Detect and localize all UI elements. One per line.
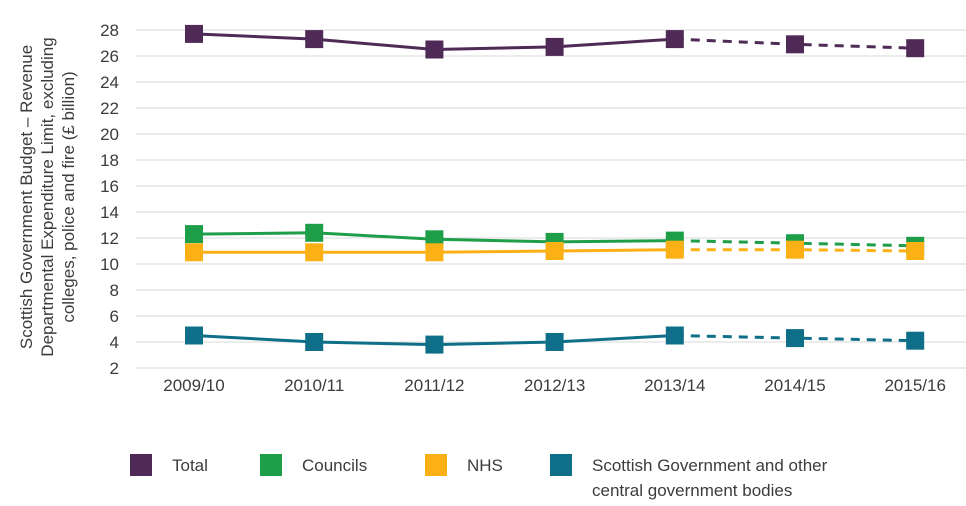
legend-swatch	[130, 454, 152, 476]
data-point	[786, 329, 804, 348]
legend-label: NHS	[467, 456, 503, 475]
x-tick-label: 2009/10	[163, 376, 224, 395]
legend-label: Scottish Government and other central go…	[592, 456, 828, 500]
data-point	[185, 225, 203, 244]
data-point	[305, 30, 324, 49]
data-point	[545, 333, 564, 351]
data-point	[425, 243, 444, 262]
series-lines	[193, 32, 916, 347]
legend-item: Total	[130, 454, 208, 478]
data-point	[545, 37, 564, 56]
y-tick-label: 10	[100, 255, 119, 274]
data-point	[185, 326, 203, 345]
data-point	[425, 40, 444, 59]
data-point	[906, 39, 925, 58]
x-axis-ticks: 2009/10 2010/11 2011/12 2012/13 2013/14 2014/…	[163, 376, 946, 395]
y-tick-label: 6	[110, 307, 119, 326]
data-point	[786, 240, 804, 259]
legend-swatch	[425, 454, 447, 476]
data-point	[185, 24, 203, 43]
y-tick-label: 20	[100, 125, 119, 144]
y-tick-label: 28	[100, 21, 119, 40]
y-tick-label: 12	[100, 229, 119, 248]
legend-swatch	[550, 454, 572, 476]
x-tick-label: 2013/14	[644, 376, 705, 395]
y-tick-label: 16	[100, 177, 119, 196]
y-axis-title-line: colleges, police and fire (£ billion)	[59, 71, 78, 322]
legend-label: Councils	[302, 456, 368, 475]
y-tick-label: 18	[100, 151, 119, 170]
data-point	[665, 30, 684, 49]
data-point	[185, 243, 203, 262]
data-point	[305, 333, 324, 351]
y-tick-label: 4	[110, 333, 119, 352]
data-point	[305, 223, 324, 242]
data-point	[665, 240, 684, 259]
x-tick-label: 2011/12	[404, 376, 464, 395]
y-axis-title-line: Scottish Government Budget – Revenue	[17, 45, 36, 349]
legend-item: Councils	[260, 454, 367, 478]
legend-item: NHS	[425, 454, 503, 478]
data-point	[786, 35, 804, 54]
y-tick-label: 2	[110, 359, 119, 378]
data-point	[906, 242, 925, 260]
x-tick-label: 2014/15	[764, 376, 825, 395]
data-point	[425, 335, 444, 354]
y-tick-label: 8	[110, 281, 119, 300]
y-axis-title-line: Departmental Expenditure Limit, excludin…	[38, 37, 57, 356]
gridlines	[136, 29, 966, 369]
y-axis-title: Scottish Government Budget – Revenue Depa…	[17, 37, 78, 356]
x-tick-label: 2010/11	[284, 376, 344, 395]
y-tick-label: 14	[100, 203, 119, 222]
data-point	[665, 326, 684, 345]
legend-swatch	[260, 454, 282, 476]
data-point	[906, 331, 925, 350]
legend-item: Scottish Government and other central go…	[550, 454, 880, 503]
x-tick-label: 2012/13	[524, 376, 585, 395]
chart-legend: Total Councils NHS Scottish Government and …	[130, 454, 950, 504]
y-tick-label: 26	[100, 47, 119, 66]
series-points	[185, 24, 925, 354]
legend-label: Total	[172, 456, 208, 475]
x-tick-label: 2015/16	[884, 376, 945, 395]
data-point	[545, 242, 564, 260]
y-tick-label: 22	[100, 99, 119, 118]
data-point	[305, 243, 324, 262]
y-tick-label: 24	[100, 73, 119, 92]
